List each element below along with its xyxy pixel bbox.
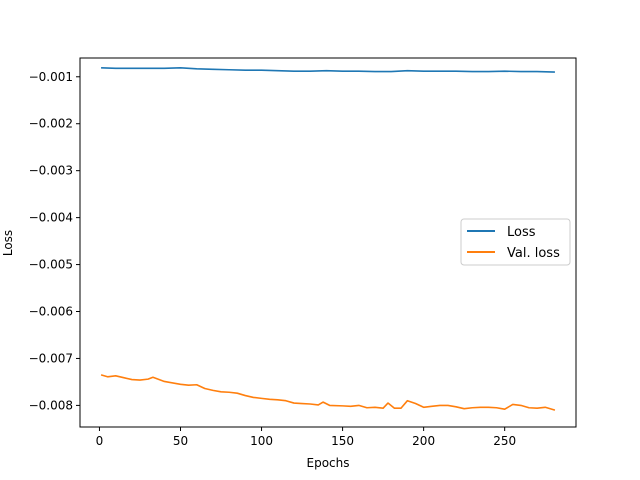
x-tick-label: 150	[331, 434, 354, 448]
x-tick-label: 100	[250, 434, 273, 448]
legend: Loss Val. loss	[460, 218, 571, 266]
y-tick-label: −0.002	[29, 117, 73, 131]
y-tick-label: −0.004	[29, 211, 73, 225]
x-axis-label: Epochs	[307, 456, 350, 470]
y-tick-label: −0.001	[29, 70, 73, 84]
series-line-val-loss	[100, 374, 556, 411]
x-tick-label: 0	[96, 434, 104, 448]
x-tick-label: 250	[493, 434, 516, 448]
series-line-loss	[101, 67, 555, 73]
legend-label-val-loss: Val. loss	[507, 246, 560, 261]
plot-area	[100, 67, 556, 411]
y-tick-label: −0.007	[29, 351, 73, 365]
y-tick-label: −0.005	[29, 258, 73, 272]
y-tick-label: −0.003	[29, 164, 73, 178]
x-tick-label: 50	[173, 434, 188, 448]
x-tick-label: 200	[412, 434, 435, 448]
axis-ticks: 0 50 100 150 200 250 −0.001 −0.002 −0.003 −0.004 −…	[29, 70, 517, 448]
y-tick-label: −0.006	[29, 305, 73, 319]
y-tick-label: −0.008	[29, 398, 73, 412]
y-axis-label: Loss	[1, 230, 15, 256]
axes-frame	[79, 57, 577, 428]
legend-label-loss: Loss	[507, 225, 536, 240]
